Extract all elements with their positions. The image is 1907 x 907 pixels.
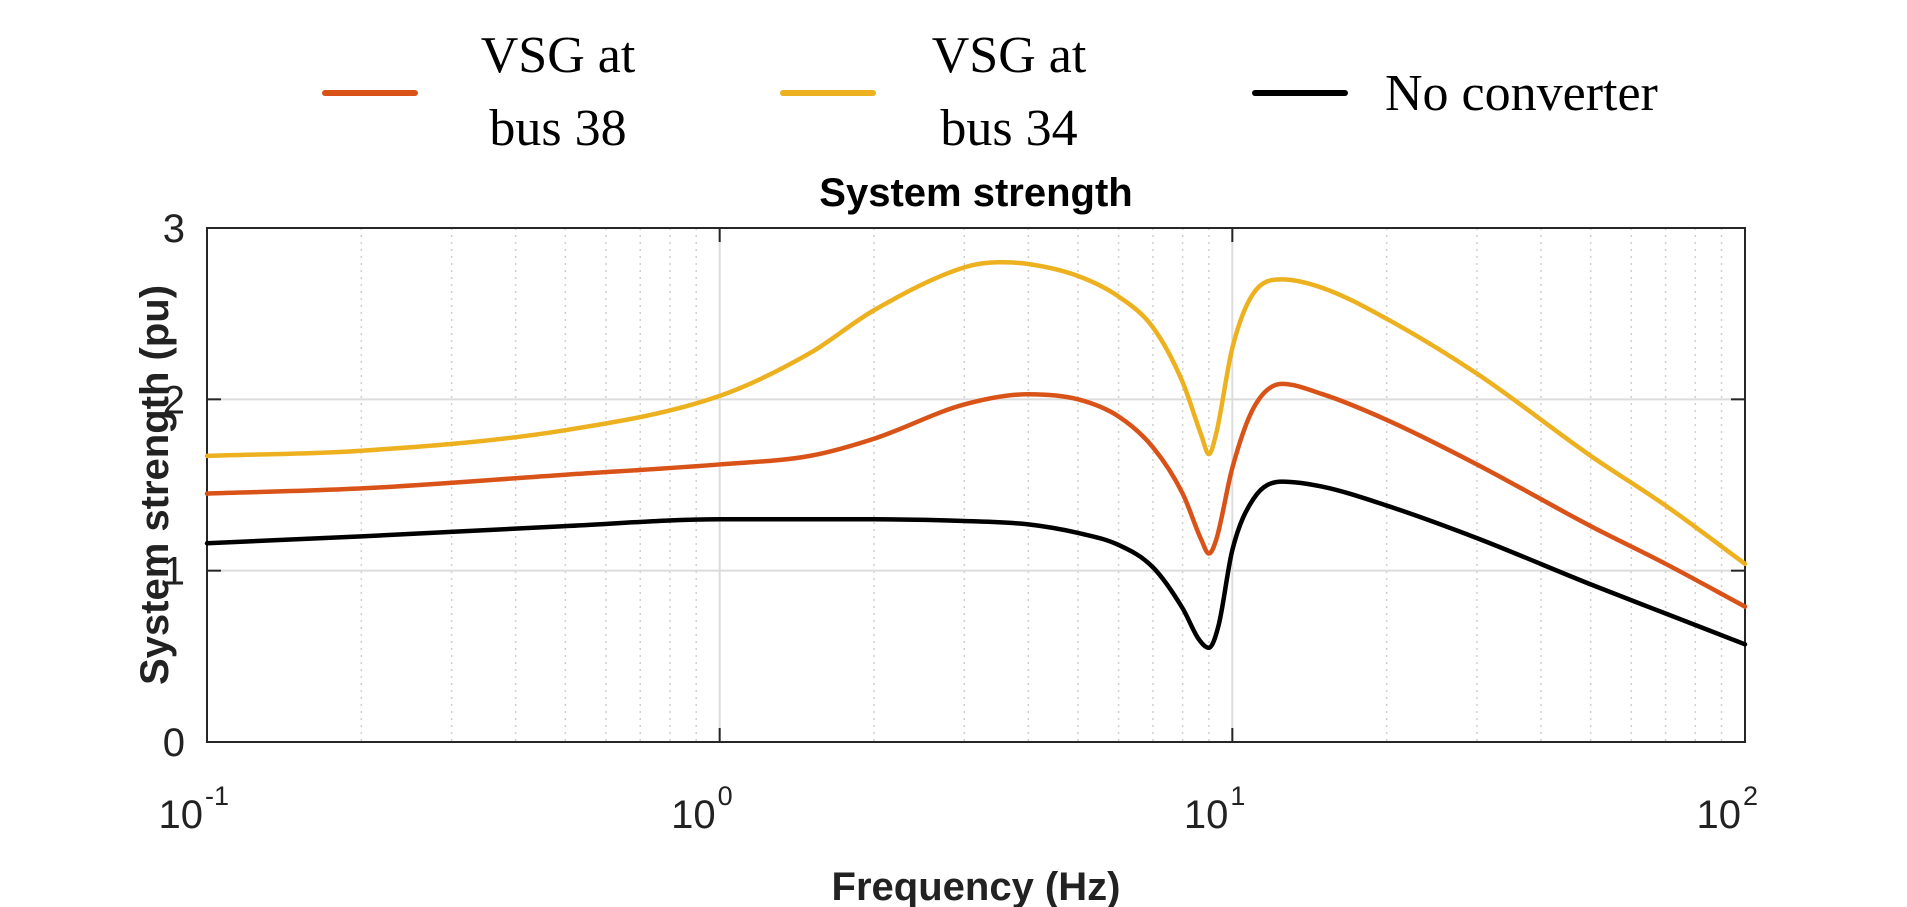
x-tick-exponent: 1 (1230, 781, 1245, 811)
legend-label: VSG at (932, 27, 1087, 84)
legend: VSG at bus 38 VSG at bus 34 No converter (322, 27, 1658, 157)
x-tick-base: 10 (671, 793, 716, 837)
x-tick-label: 10 2 (1697, 781, 1759, 837)
legend-entry-vsg-at-bus-38: VSG at bus 38 (322, 27, 636, 157)
y-axis-label: System strength (pu) (133, 285, 177, 685)
series-line-no-converter (204, 479, 1748, 651)
y-tick-label: 1 (163, 550, 185, 594)
series-line-vsg-at-bus-34 (204, 260, 1748, 567)
x-axis-label: Frequency (Hz) (832, 865, 1121, 907)
y-tick-label: 3 (163, 207, 185, 251)
x-tick-exponent: 2 (1743, 781, 1758, 811)
plot-frame (206, 227, 1746, 743)
legend-label: VSG at (481, 27, 636, 84)
y-tick-label: 0 (163, 721, 185, 765)
series-line-vsg-at-bus-38 (204, 381, 1748, 609)
legend-entry-no-converter: No converter (1252, 65, 1658, 122)
series-layer (204, 260, 1748, 651)
x-tick-base: 10 (1697, 793, 1742, 837)
grid (207, 228, 1745, 742)
y-tick-label: 2 (163, 378, 185, 422)
chart-title: System strength (819, 171, 1132, 215)
x-tick-label: 10 1 (1184, 781, 1246, 837)
x-tick-label: 10 0 (671, 781, 733, 837)
legend-label: bus 34 (940, 100, 1077, 157)
x-tick-base: 10 (159, 793, 204, 837)
x-tick-exponent: -1 (205, 781, 229, 811)
legend-entry-vsg-at-bus-34: VSG at bus 34 (780, 27, 1087, 157)
legend-label: No converter (1385, 65, 1658, 122)
legend-label: bus 38 (489, 100, 626, 157)
x-tick-exponent: 0 (718, 781, 733, 811)
x-tick-base: 10 (1184, 793, 1229, 837)
x-tick-label: 10 -1 (159, 781, 230, 837)
